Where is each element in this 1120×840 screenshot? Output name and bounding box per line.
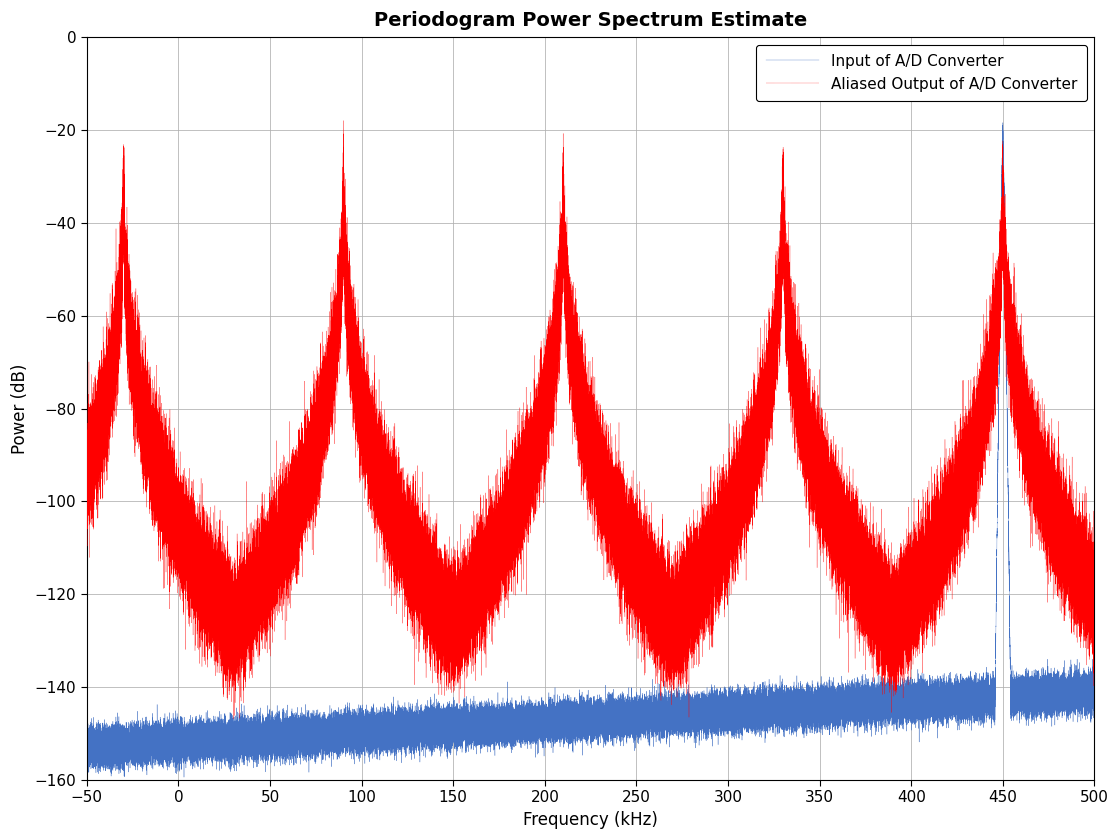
Line: Input of A/D Converter: Input of A/D Converter: [87, 123, 1094, 780]
Aliased Output of A/D Converter: [722, 507, 736, 517]
Input of A/D Converter: [996, 118, 1009, 128]
Input of A/D Converter: [722, 701, 736, 711]
Aliased Output of A/D Converter: [81, 457, 94, 467]
Legend: Input of A/D Converter, Aliased Output of A/D Converter: Input of A/D Converter, Aliased Output o…: [756, 45, 1086, 101]
Aliased Output of A/D Converter: [227, 714, 241, 724]
X-axis label: Frequency (kHz): Frequency (kHz): [523, 811, 659, 829]
Input of A/D Converter: [993, 326, 1007, 336]
Aliased Output of A/D Converter: [612, 501, 625, 511]
Aliased Output of A/D Converter: [1088, 589, 1101, 599]
Input of A/D Converter: [81, 774, 94, 785]
Aliased Output of A/D Converter: [204, 540, 217, 550]
Aliased Output of A/D Converter: [103, 349, 116, 359]
Aliased Output of A/D Converter: [336, 115, 349, 125]
Line: Aliased Output of A/D Converter: Aliased Output of A/D Converter: [87, 120, 1094, 719]
Y-axis label: Power (dB): Power (dB): [11, 364, 29, 454]
Title: Periodogram Power Spectrum Estimate: Periodogram Power Spectrum Estimate: [374, 11, 808, 30]
Input of A/D Converter: [610, 704, 624, 714]
Input of A/D Converter: [103, 728, 116, 738]
Input of A/D Converter: [81, 732, 94, 743]
Input of A/D Converter: [204, 743, 217, 753]
Input of A/D Converter: [1088, 696, 1101, 706]
Aliased Output of A/D Converter: [993, 249, 1007, 259]
Input of A/D Converter: [1039, 691, 1053, 701]
Aliased Output of A/D Converter: [1039, 507, 1053, 517]
